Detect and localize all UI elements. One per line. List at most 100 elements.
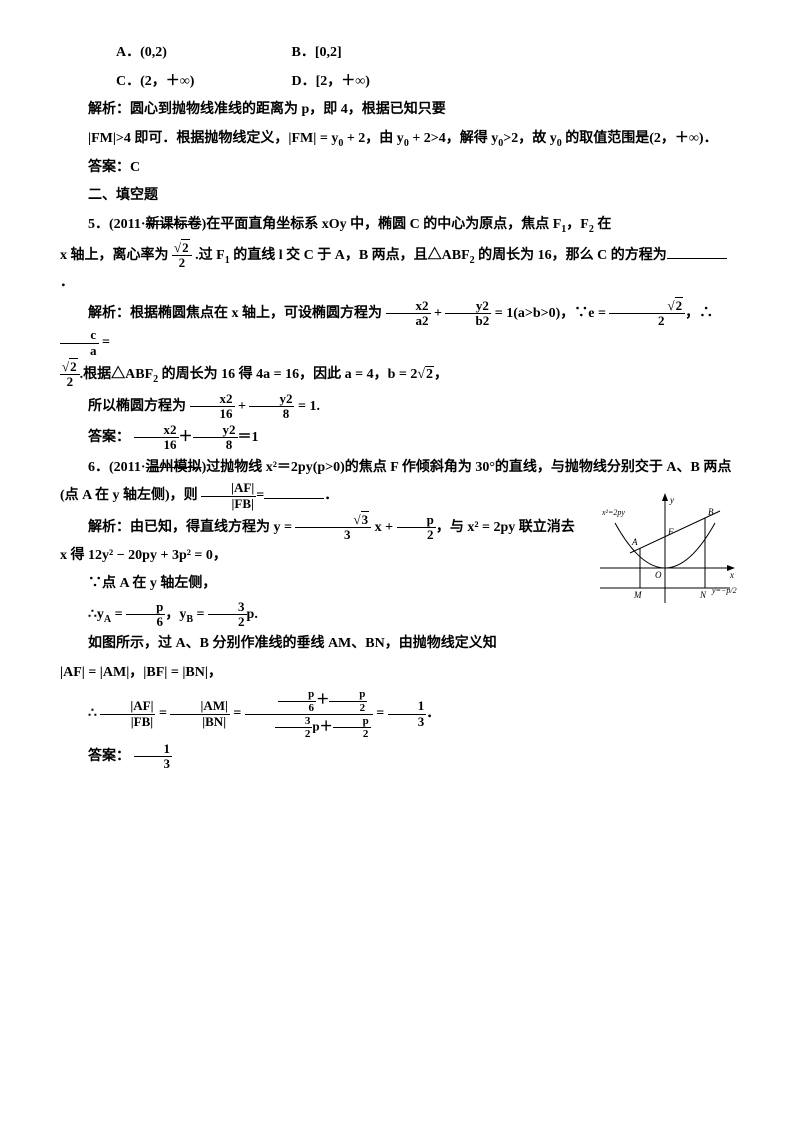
t: ． (426, 706, 440, 721)
q5-stem-line1: 5．(2011·新课标卷)在平面直角坐标系 xOy 中，椭圆 C 的中心为原点，… (60, 212, 740, 239)
section2-heading: 二、填空题 (60, 183, 740, 210)
label-O: O (655, 570, 662, 580)
n: 1 (134, 742, 173, 757)
frac-p-2: p2 (397, 513, 436, 543)
d: 2 (275, 728, 313, 740)
t: .根据△ABF (80, 367, 154, 382)
d: 2 (60, 375, 80, 389)
label-dir: y=−p/2 (711, 586, 737, 595)
n: |AF| (201, 481, 256, 496)
frac-y2-8: y28 (193, 423, 238, 453)
d: |FB| (100, 715, 155, 729)
frac-sqrt2-over-2: 22 (609, 299, 685, 329)
analysis-label: 解析： (88, 306, 130, 321)
n: 3 (208, 600, 247, 615)
n: x2 (190, 392, 235, 407)
n: p (329, 688, 367, 701)
q5-analysis-line1: 解析：根据椭圆焦点在 x 轴上，可设椭圆方程为 x2a2 + y2b2 = 1(… (60, 299, 740, 358)
answer-value: C (130, 160, 140, 175)
label-x: x (729, 570, 734, 580)
d: |BN| (170, 715, 229, 729)
d: 8 (193, 438, 238, 452)
n: x2 (386, 299, 431, 314)
answer-label: 答案： (88, 160, 130, 175)
frac-am-bn: |AM||BN| (170, 699, 229, 729)
frac-3-2: 32 (208, 600, 247, 630)
option-a: A．(0,2) (88, 40, 288, 67)
label-M: M (633, 590, 642, 600)
n: x2 (134, 423, 179, 438)
q5-analysis-line3: 所以椭圆方程为 x216 + y28 = 1. (60, 392, 740, 422)
label-y: y (669, 495, 674, 505)
n: 3 (275, 715, 313, 728)
frac-complex: p6＋p2 32p＋p2 (245, 688, 373, 739)
t: 的周长为 16，那么 C 的方程为 (475, 248, 667, 263)
blank (264, 485, 324, 499)
t: ，y (165, 607, 186, 622)
t: + 2>4，解得 y (409, 131, 498, 146)
d: 6 (278, 702, 316, 714)
t: = (155, 706, 170, 721)
n: 2 (69, 358, 78, 374)
analysis-text: 圆心到抛物线准线的距离为 p，即 4，根据已知只要 (130, 102, 446, 117)
t: ∴y (88, 607, 104, 622)
t: 所以椭圆方程为 (88, 399, 186, 414)
frac-x2-16: x216 (190, 392, 235, 422)
n: p (126, 600, 165, 615)
n: c (60, 328, 99, 343)
analysis-label: 解析： (88, 520, 130, 535)
frac-sqrt2-over-2: 22 (60, 360, 80, 390)
q4-options-row1: A．(0,2) B．[0,2] (60, 40, 740, 67)
label-A: A (631, 537, 638, 547)
t: = (230, 706, 245, 721)
q6-analysis-fig: 如图所示，过 A、B 分别作准线的垂线 AM、BN，由抛物线定义知 (60, 631, 740, 658)
n: |AM| (170, 699, 229, 714)
t: 5．(2011· (88, 217, 146, 232)
d: 2 (329, 702, 367, 714)
t: = (373, 706, 388, 721)
t: ，∴ (685, 306, 713, 321)
t: = (256, 488, 264, 503)
frac-y2-b2: y2b2 (445, 299, 491, 329)
d: 3 (295, 528, 371, 542)
label-F: F (667, 527, 674, 537)
q4-analysis-line1: 解析：圆心到抛物线准线的距离为 p，即 4，根据已知只要 (60, 97, 740, 124)
d: 8 (249, 407, 294, 421)
frac-af-fb: |AF||FB| (201, 481, 256, 511)
t: = (193, 607, 208, 622)
n: |AF| (100, 699, 155, 714)
frac-p-6: p6 (126, 600, 165, 630)
t: p. (247, 607, 258, 622)
n: 2 (675, 297, 684, 313)
d: 2 (208, 615, 247, 629)
source-strike: 新课标卷 (146, 217, 202, 232)
label-B: B (708, 507, 714, 517)
label-N: N (699, 590, 707, 600)
t: = 1. (294, 399, 319, 414)
q4-analysis-line2: |FM|>4 即可．根据抛物线定义，|FM| = y0 + 2，由 y0 + 2… (60, 126, 740, 153)
t: ． (60, 275, 74, 290)
q5-stem-line2: x 轴上，离心率为 22 .过 F1 的直线 l 交 C 于 A，B 两点，且△… (60, 241, 740, 297)
d: |FB| (201, 497, 256, 511)
t: ∴ (88, 706, 97, 721)
q4-options-row2: C．(2，＋∞) D．[2，＋∞) (60, 69, 740, 96)
frac-af-fb: |AF||FB| (100, 699, 155, 729)
frac-y2-8: y28 (249, 392, 294, 422)
n: 2 (425, 366, 434, 382)
t: = (99, 335, 110, 350)
n: y2 (445, 299, 491, 314)
option-c: C．(2，＋∞) (88, 69, 288, 96)
t: 的取值范围是(2，＋∞)． (562, 131, 718, 146)
t: 在 (594, 217, 612, 232)
q6-analysis-final: ∴ |AF||FB| = |AM||BN| = p6＋p2 32p＋p2 = 1… (60, 688, 740, 739)
n: 1 (388, 699, 427, 714)
n: p (333, 715, 371, 728)
frac-x2-a2: x2a2 (386, 299, 431, 329)
d: 16 (134, 438, 179, 452)
n: y2 (193, 423, 238, 438)
d: 3 (388, 715, 427, 729)
q6-diagram: y x O A B F M N x²=2py y=−p/2 (590, 493, 740, 613)
t: |FM|>4 即可．根据抛物线定义，|FM| = y (88, 131, 338, 146)
t: = (111, 607, 126, 622)
label-eq: x²=2py (601, 508, 625, 517)
